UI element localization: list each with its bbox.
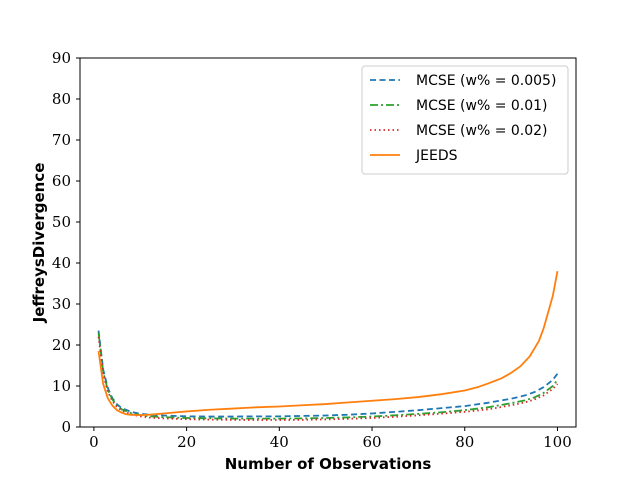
plot-frame bbox=[79, 57, 577, 428]
x-tick-label: 60 bbox=[362, 433, 381, 451]
y-tick-label: 30 bbox=[52, 295, 71, 313]
y-tick-label: 90 bbox=[52, 49, 71, 67]
y-tick-label: 70 bbox=[52, 131, 71, 149]
y-tick-label: 10 bbox=[52, 377, 71, 395]
legend-items: MCSE (w% = 0.005) MCSE (w% = 0.01) MCSE (w… bbox=[370, 73, 556, 164]
y-tick-label: 40 bbox=[52, 254, 71, 272]
series-line-4 bbox=[97, 271, 559, 417]
x-axis-label: Number of Observations bbox=[225, 455, 432, 473]
legend-label-4: JEEDS bbox=[415, 148, 458, 164]
y-tick-label: 80 bbox=[52, 90, 71, 108]
series-line-3 bbox=[97, 336, 559, 421]
x-tick-label: 0 bbox=[89, 433, 99, 451]
legend: MCSE (w% = 0.005) MCSE (w% = 0.01) MCSE (w… bbox=[361, 65, 569, 175]
y-axis-label: JeffreysDivergence bbox=[30, 163, 48, 324]
series-line-2 bbox=[97, 332, 559, 420]
x-tick-label: 100 bbox=[543, 433, 572, 451]
y-tick-label: 60 bbox=[52, 172, 71, 190]
series-layer bbox=[97, 271, 559, 421]
x-tick-label: 40 bbox=[270, 433, 289, 451]
series-line-1 bbox=[97, 330, 559, 418]
y-tick-label: 0 bbox=[61, 418, 71, 436]
y-tick-label: 20 bbox=[52, 336, 71, 354]
legend-label-1: MCSE (w% = 0.005) bbox=[416, 73, 556, 89]
x-tick-label: 80 bbox=[455, 433, 474, 451]
x-axis-ticks: 0 20 40 60 80 100 bbox=[89, 427, 572, 451]
legend-box bbox=[361, 65, 569, 175]
legend-label-3: MCSE (w% = 0.02) bbox=[416, 123, 548, 139]
x-tick-label: 20 bbox=[177, 433, 196, 451]
y-tick-label: 50 bbox=[52, 213, 71, 231]
y-axis-ticks: 0 10 20 30 40 50 60 70 80 90 bbox=[52, 49, 80, 436]
legend-label-2: MCSE (w% = 0.01) bbox=[416, 98, 548, 114]
